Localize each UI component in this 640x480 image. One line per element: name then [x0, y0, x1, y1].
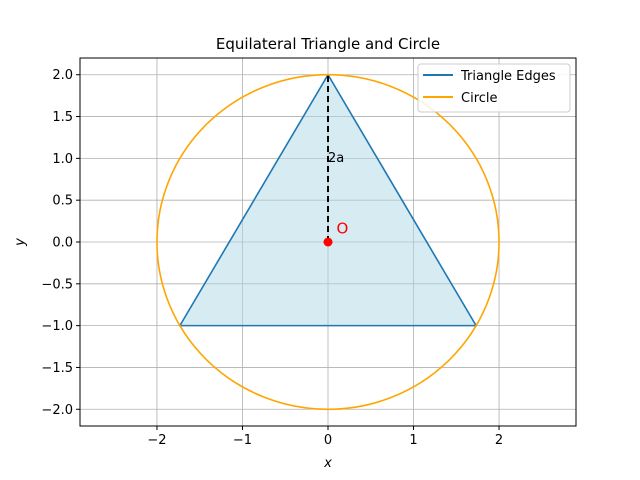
x-axis-label: x	[323, 456, 332, 471]
center-point	[323, 237, 333, 247]
x-tick-label: −2	[147, 433, 166, 448]
x-axis: −2 −1 0 1 2	[147, 426, 503, 448]
legend-label-triangle: Triangle Edges	[460, 69, 556, 84]
legend: Triangle Edges Circle	[417, 63, 571, 113]
y-tick-label: 2.0	[52, 68, 73, 83]
y-tick-label: −1.0	[41, 319, 73, 334]
x-tick-label: 2	[495, 433, 503, 448]
center-label: O	[337, 220, 349, 238]
chart-title: Equilateral Triangle and Circle	[216, 35, 440, 53]
y-tick-label: 0.0	[52, 236, 73, 251]
x-tick-label: −1	[233, 433, 252, 448]
y-tick-label: −1.5	[41, 361, 73, 376]
triangle-edges	[179, 74, 477, 327]
y-tick-label: 1.5	[52, 110, 73, 125]
y-tick-label: 1.0	[52, 152, 73, 167]
circle-series	[156, 73, 500, 411]
legend-box	[417, 63, 571, 113]
y-tick-label: 0.5	[52, 194, 73, 209]
radius-label: 2a	[328, 151, 344, 166]
x-tick-label: 0	[324, 433, 332, 448]
x-tick-label: 1	[409, 433, 417, 448]
y-axis-label: y	[13, 238, 28, 247]
y-tick-label: −0.5	[41, 277, 73, 292]
y-axis: 2.0 1.5 1.0 0.5 0.0 −0.5 −1.0 −1.5 −2.0	[41, 68, 80, 418]
plot-area: 2a O	[156, 73, 500, 411]
legend-label-circle: Circle	[461, 91, 498, 106]
y-tick-label: −2.0	[41, 403, 73, 418]
